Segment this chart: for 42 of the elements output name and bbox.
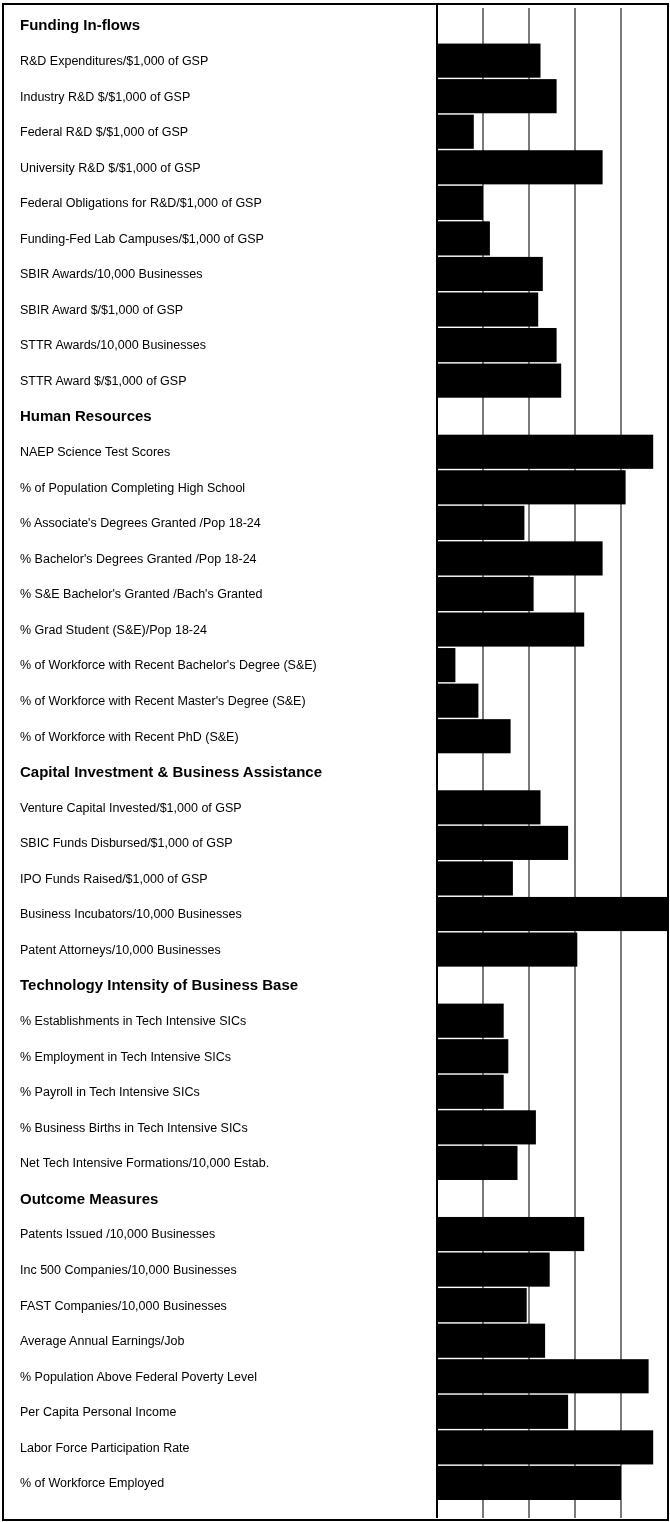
y-tick-label: Industry R&D $/$1,000 of GSP xyxy=(20,89,191,104)
y-tick-label: Federal Obligations for R&D/$1,000 of GSP xyxy=(20,196,262,211)
y-tick-label: Business Incubators/10,000 Businesses xyxy=(20,907,242,922)
y-tick-label: % Associate's Degrees Granted /Pop 18-24 xyxy=(20,516,261,531)
y-tick-label: % of Workforce with Recent PhD (S&E) xyxy=(20,729,239,744)
y-tick-label: Patent Attorneys/10,000 Businesses xyxy=(20,942,221,957)
y-tick-label: STTR Award $/$1,000 of GSP xyxy=(20,374,187,389)
y-tick-label: Inc 500 Companies/10,000 Businesses xyxy=(20,1262,237,1277)
y-tick-label: R&D Expenditures/$1,000 of GSP xyxy=(20,54,209,68)
y-tick-label: % Business Births in Tech Intensive SICs xyxy=(20,1120,248,1135)
y-tick-label: % Payroll in Tech Intensive SICs xyxy=(20,1085,200,1100)
y-tick-label: SBIR Award $/$1,000 of GSP xyxy=(20,302,184,317)
y-tick-label: Technology Intensity of Business Base xyxy=(20,976,299,994)
y-tick-label: STTR Awards/10,000 Businesses xyxy=(20,338,206,353)
y-tick-label: Funding In-flows xyxy=(20,16,140,34)
y-tick-label: University R&D $/$1,000 of GSP xyxy=(20,160,201,175)
y-tick-label: % of Workforce with Recent Bachelor's Degree (S&E) xyxy=(20,658,317,673)
y-tick-label: Net Tech Intensive Formations/10,000 Estab. xyxy=(20,1156,270,1171)
y-tick-label: % S&E Bachelor's Granted /Bach's Granted xyxy=(20,587,263,602)
y-tick-label: % Population Above Federal Poverty Level xyxy=(20,1369,257,1384)
y-tick-label: % Establishments in Tech Intensive SICs xyxy=(20,1014,247,1029)
y-tick-label: Venture Capital Invested/$1,000 of GSP xyxy=(20,800,242,815)
y-tick-label: % Grad Student (S&E)/Pop 18-24 xyxy=(20,622,207,637)
y-tick-label: Federal R&D $/$1,000 of GSP xyxy=(20,125,189,140)
y-tick-label: Labor Force Participation Rate xyxy=(20,1440,190,1455)
y-tick-label: Per Capita Personal Income xyxy=(20,1405,177,1420)
y-tick-label: SBIR Awards/10,000 Businesses xyxy=(20,267,203,282)
y-tick-label: FAST Companies/10,000 Businesses xyxy=(20,1298,227,1313)
y-tick-label: Outcome Measures xyxy=(20,1189,159,1207)
y-tick-label: Human Resources xyxy=(20,407,152,425)
y-tick-label: IPO Funds Raised/$1,000 of GSP xyxy=(20,871,208,886)
y-tick-label: Patents Issued /10,000 Businesses xyxy=(20,1227,216,1242)
y-tick-label: % Employment in Tech Intensive SICs xyxy=(20,1049,231,1064)
y-tick-label: Funding-Fed Lab Campuses/$1,000 of GSP xyxy=(20,231,264,246)
y-tick-label: % Bachelor's Degrees Granted /Pop 18-24 xyxy=(20,551,257,566)
y-tick-label: SBIC Funds Disbursed/$1,000 of GSP xyxy=(20,836,233,851)
y-tick-label: % of Population Completing High School xyxy=(20,480,246,495)
y-tick-label: % of Workforce Employed xyxy=(20,1476,165,1491)
y-tick-label: Capital Investment & Business Assistance xyxy=(20,763,323,781)
y-tick-label: Average Annual Earnings/Job xyxy=(20,1334,185,1349)
y-tick-label: % of Workforce with Recent Master's Degree (S&E) xyxy=(20,694,306,709)
y-tick-label: NAEP Science Test Scores xyxy=(20,445,171,460)
